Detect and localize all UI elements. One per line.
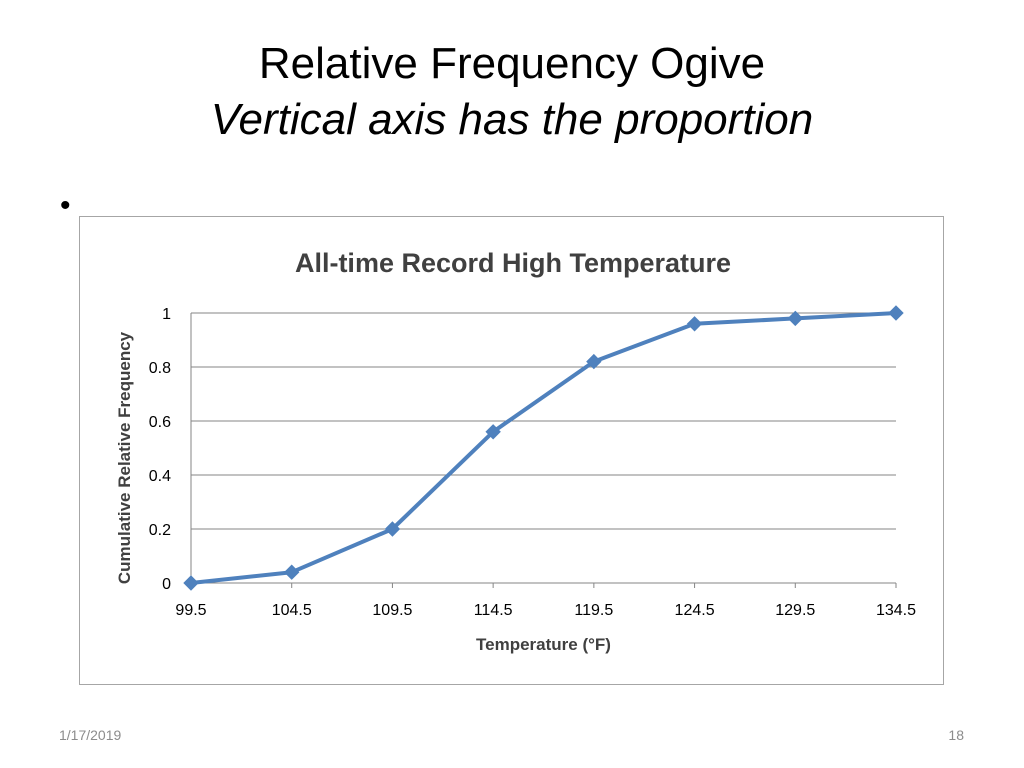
x-tick-label: 119.5	[574, 602, 613, 619]
y-tick-label: 0.4	[149, 468, 171, 485]
x-axis-label: Temperature (°F)	[476, 635, 611, 654]
chart-frame: All-time Record High Temperature 0 0.2 0.4 0…	[79, 216, 944, 685]
x-tick-label: 114.5	[474, 602, 513, 619]
y-tick-label: 1	[162, 306, 171, 323]
x-tick-label: 104.5	[272, 602, 312, 619]
x-tick-label: 109.5	[372, 602, 412, 619]
chart-title: All-time Record High Temperature	[295, 248, 731, 278]
y-tick-label: 0.2	[149, 522, 171, 539]
y-tick-label: 0.8	[149, 360, 171, 377]
data-point-marker	[485, 424, 501, 440]
data-point-marker	[284, 564, 300, 580]
slide-subtitle: Vertical axis has the proportion	[210, 95, 814, 144]
y-tick-label: 0.6	[149, 414, 171, 431]
y-axis-label: Cumulative Relative Frequency	[115, 331, 134, 584]
ogive-chart: All-time Record High Temperature 0 0.2 0.4 0…	[115, 248, 916, 654]
data-point-marker	[384, 521, 401, 537]
footer-page-number: 18	[948, 727, 964, 743]
slide-title-main: Relative Frequency Ogive	[258, 39, 766, 88]
x-tick-label: 99.5	[175, 602, 206, 619]
x-tick-label: 124.5	[675, 602, 715, 619]
x-tick-label: 129.5	[775, 602, 815, 619]
data-point-marker	[888, 305, 904, 321]
y-tick-label: 0	[162, 576, 171, 593]
bullet-point: •	[60, 189, 71, 222]
x-tick-label: 134.5	[876, 602, 916, 619]
series-line	[189, 311, 898, 585]
data-point-marker	[183, 575, 199, 591]
footer-date: 1/17/2019	[59, 727, 122, 743]
slide-title: Relative Frequency Ogive Vertical axis h…	[0, 36, 1024, 148]
data-point-marker	[787, 310, 803, 327]
data-point-marker	[586, 353, 602, 370]
data-point-marker	[686, 316, 703, 332]
